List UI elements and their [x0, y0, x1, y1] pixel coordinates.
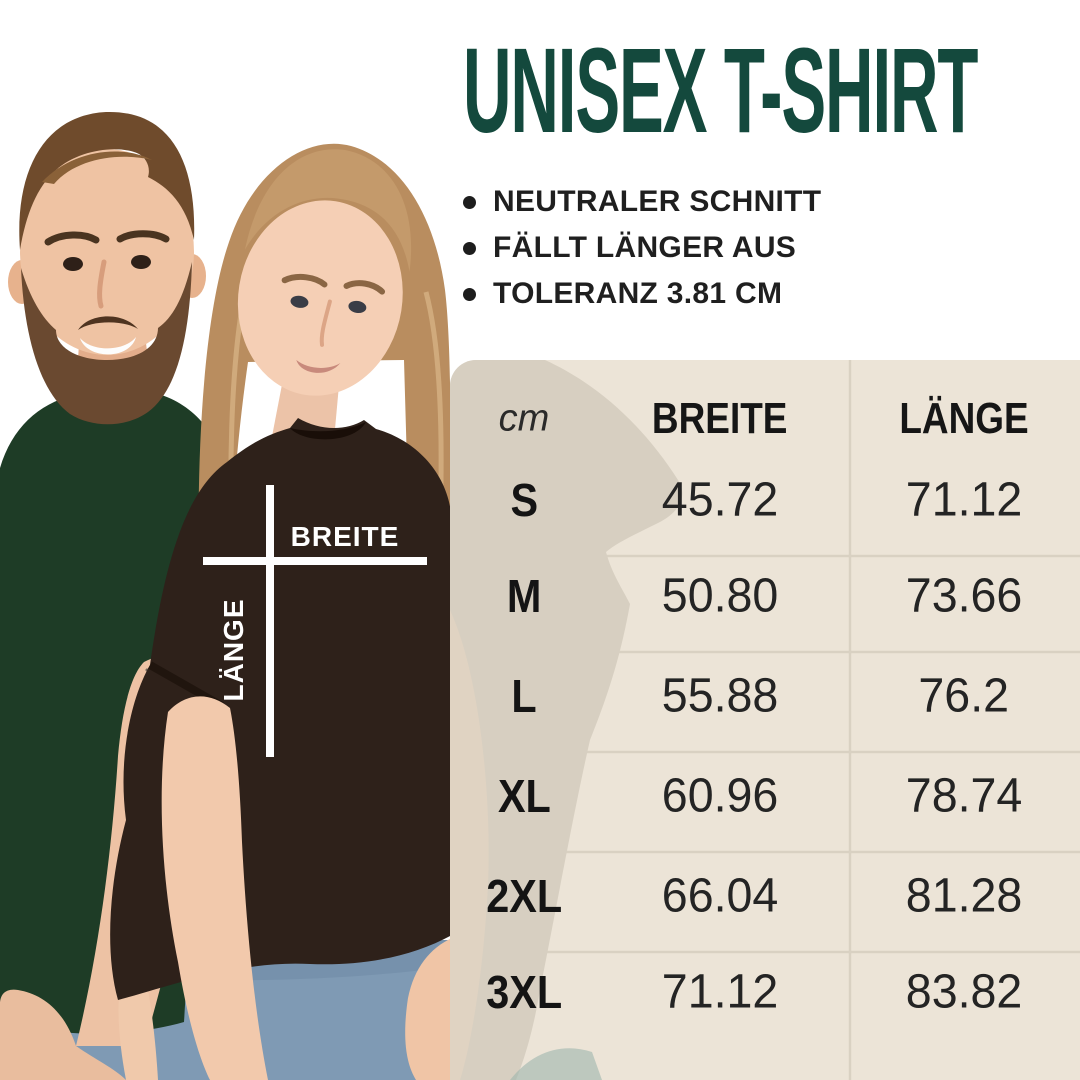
breite-cell: 71.12	[598, 965, 842, 1020]
table-row: XL 60.96 78.74	[450, 764, 1080, 828]
breite-header-cell: BREITE	[598, 394, 842, 444]
size-cell: L	[450, 669, 598, 723]
woman-illustration	[110, 143, 455, 1080]
breite-value: 60.96	[661, 769, 779, 823]
feature-item: NEUTRALER SCHNITT	[463, 185, 822, 218]
feature-text: TOLERANZ 3.81 CM	[493, 277, 783, 310]
models-photo: BREITE LÄNGE	[0, 111, 455, 1080]
breite-value: 50.80	[661, 569, 779, 623]
laenge-cell: 78.74	[864, 769, 1064, 824]
feature-item: TOLERANZ 3.81 CM	[463, 277, 821, 310]
laenge-cell: 73.66	[864, 569, 1064, 624]
feature-text: FÄLLT LÄNGER AUS	[493, 231, 797, 264]
size-label: S	[510, 474, 538, 526]
width-label: BREITE	[291, 521, 400, 552]
breite-value: 71.12	[661, 965, 779, 1019]
size-cell: 2XL	[450, 869, 598, 923]
feature-text: NEUTRALER SCHNITT	[493, 185, 822, 218]
column-header-breite: BREITE	[652, 394, 788, 443]
table-header-row: cm BREITE LÄNGE	[450, 387, 1080, 451]
breite-value: 66.04	[661, 869, 779, 923]
breite-cell: 55.88	[598, 669, 842, 724]
table-row: 2XL 66.04 81.28	[450, 864, 1080, 928]
size-label: 2XL	[486, 870, 562, 922]
breite-cell: 50.80	[598, 569, 842, 624]
laenge-cell: 81.28	[864, 869, 1064, 924]
table-grid-lines	[450, 360, 1080, 1080]
size-cell: S	[450, 473, 598, 527]
bullet-icon	[463, 195, 476, 209]
table-row: S 45.72 71.12	[450, 468, 1080, 532]
size-label: 3XL	[486, 966, 562, 1018]
unit-label: cm	[498, 397, 550, 440]
breite-value: 55.88	[661, 669, 779, 723]
laenge-cell: 71.12	[864, 473, 1064, 528]
breite-value: 45.72	[661, 473, 779, 527]
column-header-laenge: LÄNGE	[899, 394, 1029, 443]
bullet-icon	[463, 287, 476, 301]
size-label: L	[511, 670, 537, 722]
length-label: LÄNGE	[218, 599, 249, 702]
feature-list: NEUTRALER SCHNITT FÄLLT LÄNGER AUS TOLER…	[463, 185, 822, 324]
laenge-cell: 76.2	[864, 669, 1064, 724]
table-row: 3XL 71.12 83.82	[450, 960, 1080, 1024]
bullet-icon	[463, 241, 476, 255]
laenge-value: 83.82	[905, 965, 1023, 1019]
unit-header-cell: cm	[450, 398, 598, 441]
measurement-cross: BREITE LÄNGE	[203, 485, 427, 757]
laenge-value: 76.2	[918, 669, 1010, 723]
breite-cell: 66.04	[598, 869, 842, 924]
laenge-value: 81.28	[905, 869, 1023, 923]
laenge-value: 78.74	[905, 769, 1023, 823]
feature-item: FÄLLT LÄNGER AUS	[463, 231, 821, 264]
size-cell: 3XL	[450, 965, 598, 1019]
size-cell: XL	[450, 769, 598, 823]
table-row: L 55.88 76.2	[450, 664, 1080, 728]
laenge-cell: 83.82	[864, 965, 1064, 1020]
size-label: M	[506, 570, 542, 622]
breite-cell: 45.72	[598, 473, 842, 528]
laenge-value: 73.66	[905, 569, 1023, 623]
laenge-header-cell: LÄNGE	[864, 394, 1064, 444]
faded-model-silhouette	[450, 360, 683, 1080]
breite-cell: 60.96	[598, 769, 842, 824]
laenge-value: 71.12	[905, 473, 1023, 527]
size-cell: M	[450, 569, 598, 623]
size-table-panel: cm BREITE LÄNGE S 45.72 71.12 M 50.80 73…	[450, 360, 1080, 1080]
size-label: XL	[497, 770, 551, 822]
table-row: M 50.80 73.66	[450, 564, 1080, 628]
page-title: UNISEX T-SHIRT	[463, 22, 978, 158]
